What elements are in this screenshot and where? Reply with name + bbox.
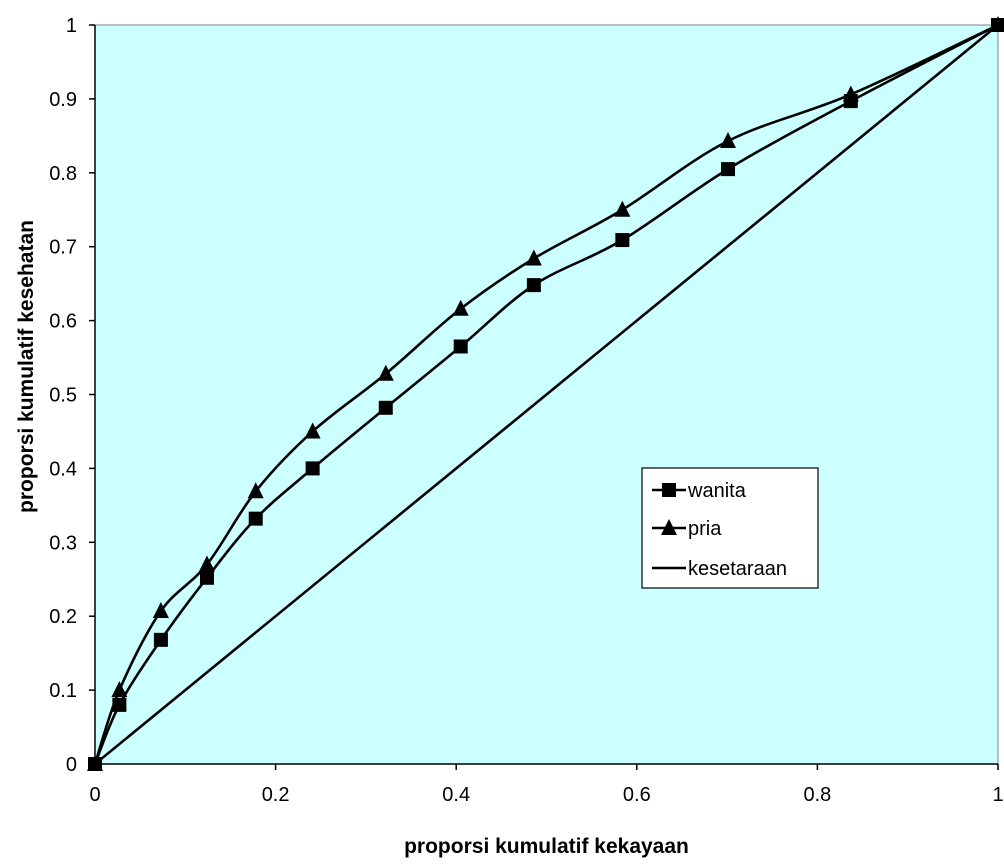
- point-wanita: [615, 233, 630, 248]
- y-axis-title: proporsi kumulatif kesehatan: [15, 220, 38, 513]
- y-tick-label: 0.7: [49, 237, 77, 259]
- point-wanita: [305, 461, 320, 476]
- x-tick-label: 1: [992, 784, 1003, 806]
- y-tick-label: 0.5: [49, 385, 77, 407]
- point-pria: [525, 249, 542, 266]
- legend-label: pria: [688, 518, 722, 540]
- legend: wanita pria kesetaraan: [641, 467, 819, 589]
- x-axis-title: proporsi kumulatif kekayaan: [404, 835, 689, 858]
- point-pria: [842, 85, 859, 102]
- series-line-kesetaraan: [94, 23, 999, 766]
- point-pria: [452, 299, 469, 316]
- legend-label: wanita: [687, 480, 747, 502]
- point-pria: [377, 364, 394, 381]
- legend-item-pria: pria: [652, 518, 722, 540]
- point-pria: [247, 482, 264, 499]
- point-pria: [720, 132, 737, 149]
- series-pria: [87, 16, 1004, 771]
- x-axis-ticks: 0 0.2 0.4 0.6 0.8 1: [89, 764, 1004, 806]
- y-tick-label: 0: [66, 754, 77, 776]
- point-pria: [111, 681, 128, 698]
- y-tick-label: 0.1: [49, 680, 77, 702]
- x-tick-label: 0.8: [803, 784, 831, 806]
- series-line-wanita: [93, 23, 999, 765]
- y-tick-label: 0.8: [49, 163, 77, 185]
- point-pria: [198, 555, 215, 572]
- legend-marker: [662, 483, 676, 497]
- point-wanita: [378, 400, 393, 415]
- y-tick-label: 0.6: [49, 311, 77, 333]
- legend-label: kesetaraan: [688, 558, 787, 580]
- legend-marker: [661, 519, 677, 535]
- point-pria: [304, 422, 321, 439]
- point-wanita: [199, 570, 214, 585]
- point-wanita: [526, 278, 541, 293]
- y-tick-label: 0.3: [49, 532, 77, 554]
- point-pria: [152, 602, 169, 619]
- point-wanita: [721, 162, 736, 177]
- y-tick-label: 0.9: [49, 89, 77, 111]
- legend-item-kesetaraan: kesetaraan: [652, 558, 787, 580]
- x-tick-label: 0.2: [262, 784, 290, 806]
- x-tick-label: 0: [89, 784, 100, 806]
- series-line-pria: [93, 23, 999, 765]
- point-pria: [614, 200, 631, 217]
- point-wanita: [453, 339, 468, 354]
- series-kesetaraan: [94, 23, 999, 766]
- y-tick-label: 0.2: [49, 606, 77, 628]
- x-tick-label: 0.6: [623, 784, 651, 806]
- y-tick-label: 1: [66, 15, 77, 37]
- point-wanita: [248, 511, 263, 526]
- series-layer: [87, 16, 1004, 771]
- legend-item-wanita: wanita: [652, 480, 747, 502]
- y-tick-label: 0.4: [49, 458, 77, 480]
- y-axis-ticks: 0 0.1 0.2 0.3 0.4 0.5 0.6 0.7 0.8 0.9 1: [49, 15, 95, 776]
- x-tick-label: 0.4: [442, 784, 470, 806]
- point-wanita: [153, 632, 168, 647]
